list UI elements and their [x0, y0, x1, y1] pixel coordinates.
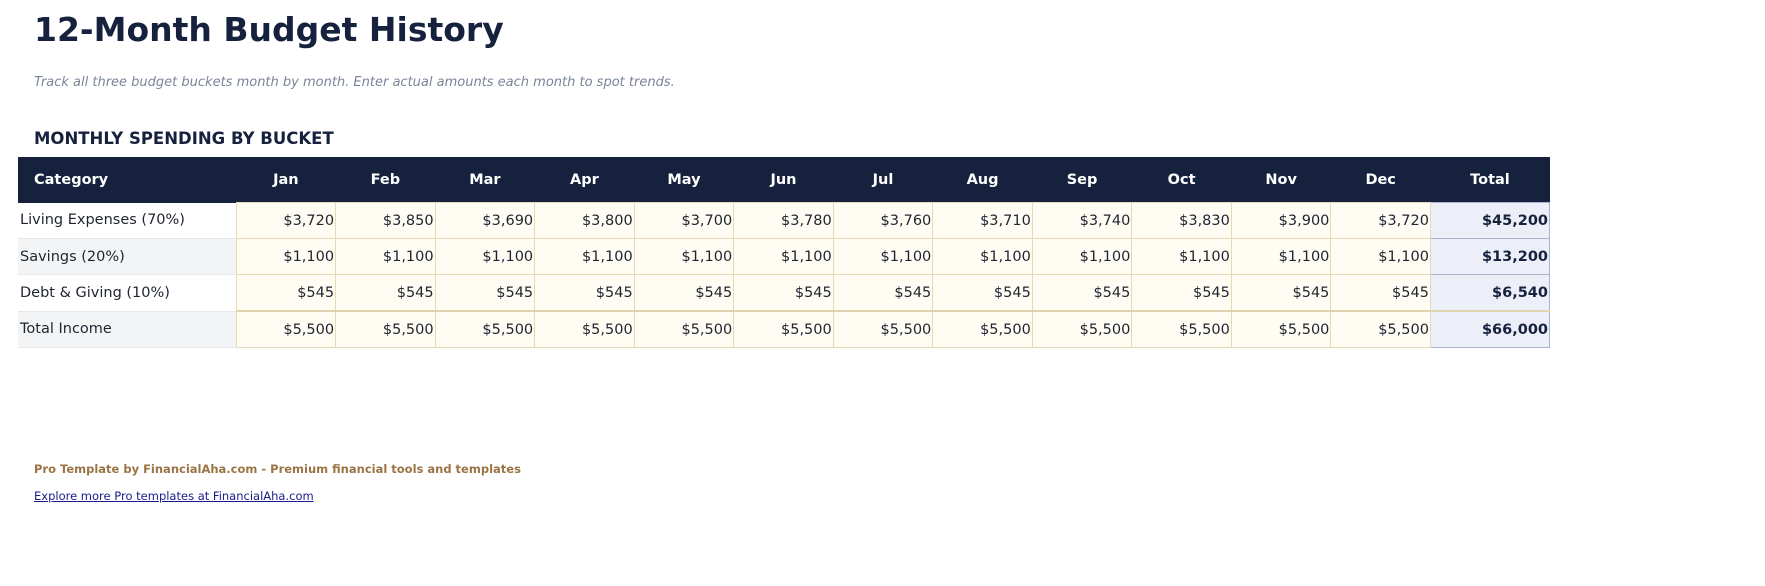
- column-header-apr: Apr: [534, 157, 635, 203]
- month-amount-cell[interactable]: $545: [1131, 274, 1232, 312]
- month-amount-cell[interactable]: $1,100: [335, 238, 436, 275]
- month-amount-cell[interactable]: $3,720: [235, 202, 337, 239]
- row-total-cell: $6,540: [1429, 274, 1551, 312]
- month-amount-cell[interactable]: $545: [1230, 274, 1332, 312]
- month-amount-cell[interactable]: $3,850: [335, 202, 436, 239]
- month-amount-cell[interactable]: $3,830: [1131, 202, 1232, 239]
- table-row: Living Expenses (70%) $3,720 $3,850 $3,690 $…: [18, 202, 1551, 239]
- month-amount-cell[interactable]: $1,100: [235, 238, 337, 275]
- table-row: Total Income $5,500 $5,500 $5,500 $5,500 $5,5…: [18, 310, 1551, 348]
- column-header-oct: Oct: [1131, 157, 1232, 203]
- month-amount-cell[interactable]: $5,500: [932, 310, 1033, 348]
- column-header-dec: Dec: [1330, 157, 1431, 203]
- footer-link[interactable]: Explore more Pro templates at FinancialA…: [34, 489, 314, 503]
- column-header-total: Total: [1430, 157, 1550, 203]
- table-row: Debt & Giving (10%) $545 $545 $545 $545 $545 $…: [18, 274, 1551, 312]
- row-category: Savings (20%): [18, 238, 237, 275]
- month-amount-cell[interactable]: $3,720: [1330, 202, 1431, 239]
- month-amount-cell[interactable]: $1,100: [832, 238, 934, 275]
- month-amount-cell[interactable]: $5,500: [434, 310, 536, 348]
- month-amount-cell[interactable]: $1,100: [932, 238, 1033, 275]
- month-amount-cell[interactable]: $545: [733, 274, 834, 312]
- column-header-category: Category: [18, 157, 237, 203]
- month-amount-cell[interactable]: $5,500: [832, 310, 934, 348]
- row-category: Total Income: [18, 311, 237, 348]
- month-amount-cell[interactable]: $545: [1031, 274, 1133, 312]
- month-amount-cell[interactable]: $3,740: [1031, 202, 1133, 239]
- month-amount-cell[interactable]: $3,900: [1230, 202, 1332, 239]
- row-category: Living Expenses (70%): [18, 202, 237, 239]
- month-amount-cell[interactable]: $1,100: [534, 238, 635, 275]
- row-category: Debt & Giving (10%): [18, 274, 237, 312]
- month-amount-cell[interactable]: $1,100: [434, 238, 536, 275]
- row-total-cell: $66,000: [1429, 310, 1551, 348]
- month-amount-cell[interactable]: $5,500: [1330, 310, 1431, 348]
- month-amount-cell[interactable]: $5,500: [1031, 310, 1133, 348]
- row-total-cell: $13,200: [1429, 238, 1551, 275]
- month-amount-cell[interactable]: $545: [235, 274, 337, 312]
- month-amount-cell[interactable]: $545: [932, 274, 1033, 312]
- month-amount-cell[interactable]: $545: [633, 274, 735, 312]
- column-header-jan: Jan: [236, 157, 336, 203]
- month-amount-cell[interactable]: $5,500: [633, 310, 735, 348]
- column-header-jul: Jul: [833, 157, 933, 203]
- month-amount-cell[interactable]: $5,500: [1230, 310, 1332, 348]
- month-amount-cell[interactable]: $545: [1330, 274, 1431, 312]
- month-amount-cell[interactable]: $1,100: [733, 238, 834, 275]
- section-title: MONTHLY SPENDING BY BUCKET: [34, 129, 334, 148]
- column-header-feb: Feb: [335, 157, 436, 203]
- month-amount-cell[interactable]: $3,700: [633, 202, 735, 239]
- column-header-aug: Aug: [932, 157, 1033, 203]
- row-total-cell: $45,200: [1429, 202, 1551, 239]
- column-header-mar: Mar: [435, 157, 535, 203]
- month-amount-cell[interactable]: $5,500: [733, 310, 834, 348]
- month-amount-cell[interactable]: $3,690: [434, 202, 536, 239]
- month-amount-cell[interactable]: $1,100: [633, 238, 735, 275]
- month-amount-cell[interactable]: $545: [534, 274, 635, 312]
- page-title: 12-Month Budget History: [34, 10, 504, 49]
- column-header-may: May: [634, 157, 734, 203]
- month-amount-cell[interactable]: $545: [335, 274, 436, 312]
- table-row: Savings (20%) $1,100 $1,100 $1,100 $1,100 $1,…: [18, 238, 1551, 275]
- footer-note: Pro Template by FinancialAha.com - Premi…: [34, 462, 521, 476]
- month-amount-cell[interactable]: $5,500: [235, 310, 337, 348]
- month-amount-cell[interactable]: $3,760: [832, 202, 934, 239]
- month-amount-cell[interactable]: $1,100: [1330, 238, 1431, 275]
- month-amount-cell[interactable]: $5,500: [534, 310, 635, 348]
- month-amount-cell[interactable]: $545: [832, 274, 934, 312]
- month-amount-cell[interactable]: $1,100: [1131, 238, 1232, 275]
- month-amount-cell[interactable]: $545: [434, 274, 536, 312]
- table-header-row: Category Jan Feb Mar Apr May Jun Jul Aug Sep Oct No…: [18, 157, 1550, 203]
- month-amount-cell[interactable]: $1,100: [1230, 238, 1332, 275]
- column-header-nov: Nov: [1231, 157, 1331, 203]
- month-amount-cell[interactable]: $5,500: [1131, 310, 1232, 348]
- month-amount-cell[interactable]: $3,780: [733, 202, 834, 239]
- month-amount-cell[interactable]: $3,710: [932, 202, 1033, 239]
- month-amount-cell[interactable]: $3,800: [534, 202, 635, 239]
- month-amount-cell[interactable]: $5,500: [335, 310, 436, 348]
- budget-table: Category Jan Feb Mar Apr May Jun Jul Aug Sep Oct No…: [18, 157, 1551, 348]
- page-subtitle: Track all three budget buckets month by …: [34, 75, 675, 90]
- column-header-sep: Sep: [1032, 157, 1132, 203]
- column-header-jun: Jun: [733, 157, 834, 203]
- month-amount-cell[interactable]: $1,100: [1031, 238, 1133, 275]
